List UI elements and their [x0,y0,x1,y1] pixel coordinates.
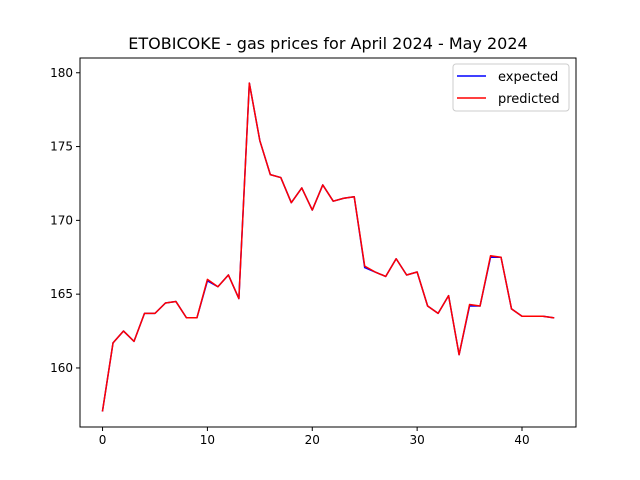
chart-title: ETOBICOKE - gas prices for April 2024 - … [128,34,527,53]
legend-label-expected: expected [498,70,558,85]
y-tick-label: 180 [50,66,73,80]
legend: expected predicted [452,63,570,112]
x-tick-label: 20 [305,433,320,447]
x-tick-label: 0 [99,433,107,447]
x-tick-label: 40 [514,433,529,447]
y-tick-label: 165 [50,287,73,301]
x-axis: 0 10 20 30 40 [99,427,530,447]
x-tick-label: 30 [409,433,424,447]
y-tick-label: 175 [50,140,73,154]
plot-area-frame [79,57,577,428]
legend-label-predicted: predicted [498,92,560,107]
y-tick-label: 160 [50,361,73,375]
y-axis: 160 165 170 175 180 [50,66,80,375]
x-tick-label: 10 [200,433,215,447]
series-line-predicted [101,82,555,412]
series-layer [101,82,555,412]
y-tick-label: 170 [50,213,73,227]
